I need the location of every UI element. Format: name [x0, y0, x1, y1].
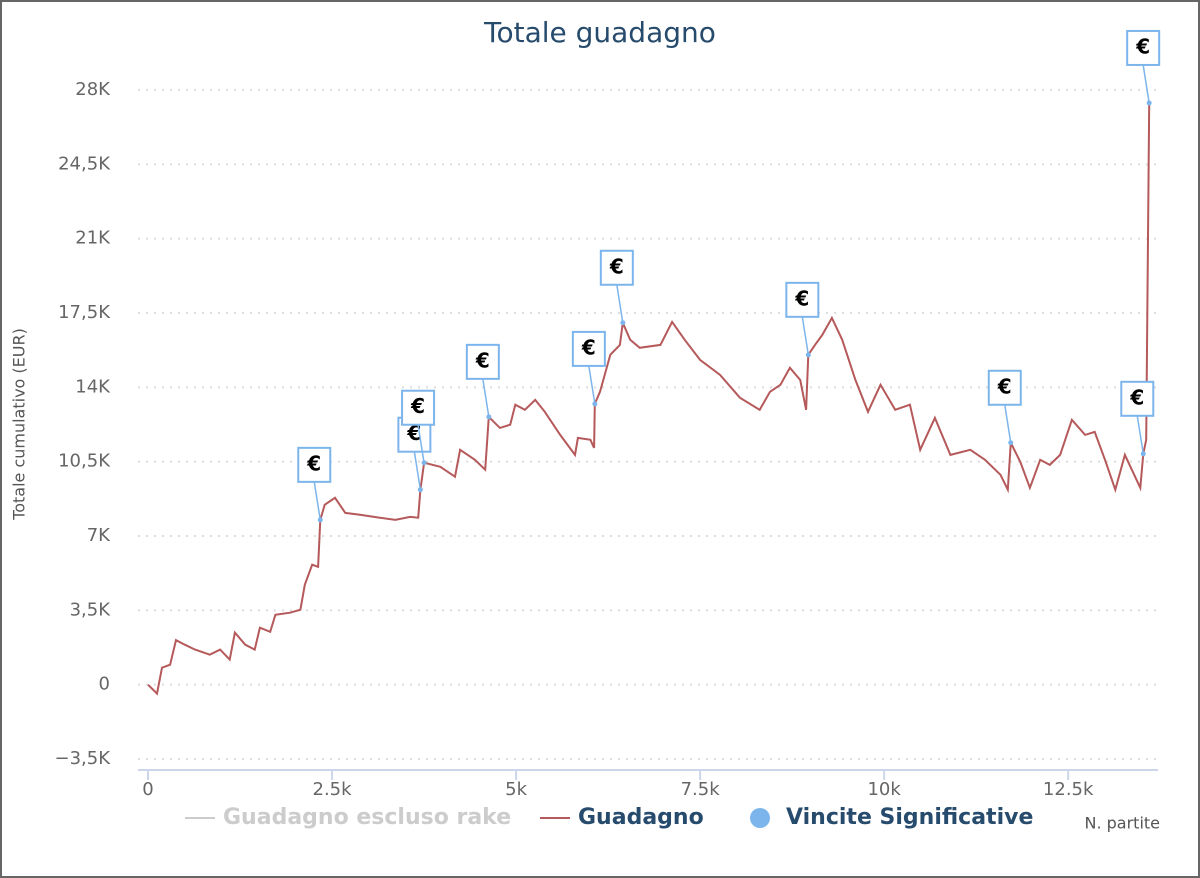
- point: [421, 460, 427, 466]
- flag-box: [1126, 29, 1161, 66]
- flag-connector: [588, 365, 596, 405]
- point: [1140, 451, 1146, 457]
- y-tick-label: 14K: [75, 376, 111, 397]
- flag-connector: [801, 316, 810, 355]
- y-tick-label: 0: [99, 674, 110, 695]
- flag-label: €: [306, 451, 321, 475]
- flag-box: [599, 249, 634, 286]
- y-axis-title: Totale cumulativo (EUR): [10, 328, 29, 521]
- y-tick-label: 3,5K: [70, 599, 112, 620]
- legend-item[interactable]: Guadagno escluso rake: [185, 805, 511, 830]
- x-tick-label: 5k: [505, 779, 527, 800]
- flag-box: [571, 330, 606, 367]
- flag-box: [785, 281, 820, 318]
- flag-box: [401, 389, 436, 426]
- point: [1146, 100, 1152, 106]
- y-tick-label: 17,5K: [58, 302, 111, 323]
- legend-symbol: [750, 808, 770, 828]
- point: [592, 401, 598, 407]
- legend-item[interactable]: Guadagno: [540, 805, 704, 830]
- flag-connector: [417, 424, 425, 463]
- flag-label: €: [794, 286, 809, 310]
- flag-connector: [1004, 404, 1012, 443]
- flag-label: €: [410, 394, 425, 418]
- y-tick-label: 24,5K: [58, 153, 111, 174]
- flag-box: [465, 343, 500, 380]
- flag-label: €: [1135, 34, 1150, 58]
- y-tick-label: 10,5K: [58, 451, 111, 472]
- flag-connector: [313, 481, 322, 520]
- point: [317, 517, 323, 523]
- legend-label: Vincite Significative: [786, 805, 1033, 830]
- point: [417, 487, 423, 493]
- flag-label: €: [609, 254, 624, 278]
- flag-connector: [1142, 64, 1150, 104]
- flag-label: €: [406, 421, 421, 445]
- point: [620, 320, 626, 326]
- x-tick-label: 7.5k: [681, 779, 721, 800]
- flag-connector: [482, 378, 490, 417]
- flag-box: [297, 446, 332, 483]
- flag-label: €: [475, 348, 490, 372]
- flag-connector: [413, 451, 422, 490]
- chart-title: Totale guadagno: [483, 16, 716, 49]
- x-tick-label: 0: [142, 779, 153, 800]
- point: [486, 414, 492, 420]
- x-tick-label: 12.5k: [1043, 779, 1094, 800]
- flag-label: €: [997, 374, 1012, 398]
- legend-label: Guadagno: [578, 805, 704, 830]
- flag-connector: [616, 284, 624, 323]
- y-tick-label: 21K: [75, 228, 111, 249]
- flag-label: €: [1129, 385, 1144, 409]
- flag-connector: [1136, 415, 1145, 454]
- flag-box: [1120, 380, 1155, 417]
- point: [1008, 440, 1014, 446]
- y-tick-label: 7K: [87, 525, 111, 546]
- x-tick-label: 2.5k: [313, 779, 353, 800]
- x-tick-label: 10k: [867, 779, 901, 800]
- line-series: [147, 102, 1151, 696]
- x-axis-title: N. partite: [1084, 814, 1160, 833]
- y-tick-label: 28K: [75, 79, 111, 100]
- flag-box: [987, 369, 1022, 406]
- point: [805, 352, 811, 358]
- y-tick-label: −3,5K: [54, 748, 111, 769]
- flag-label: €: [581, 335, 596, 359]
- legend-label: Guadagno escluso rake: [223, 805, 511, 830]
- legend-item[interactable]: Vincite Significative: [750, 805, 1033, 830]
